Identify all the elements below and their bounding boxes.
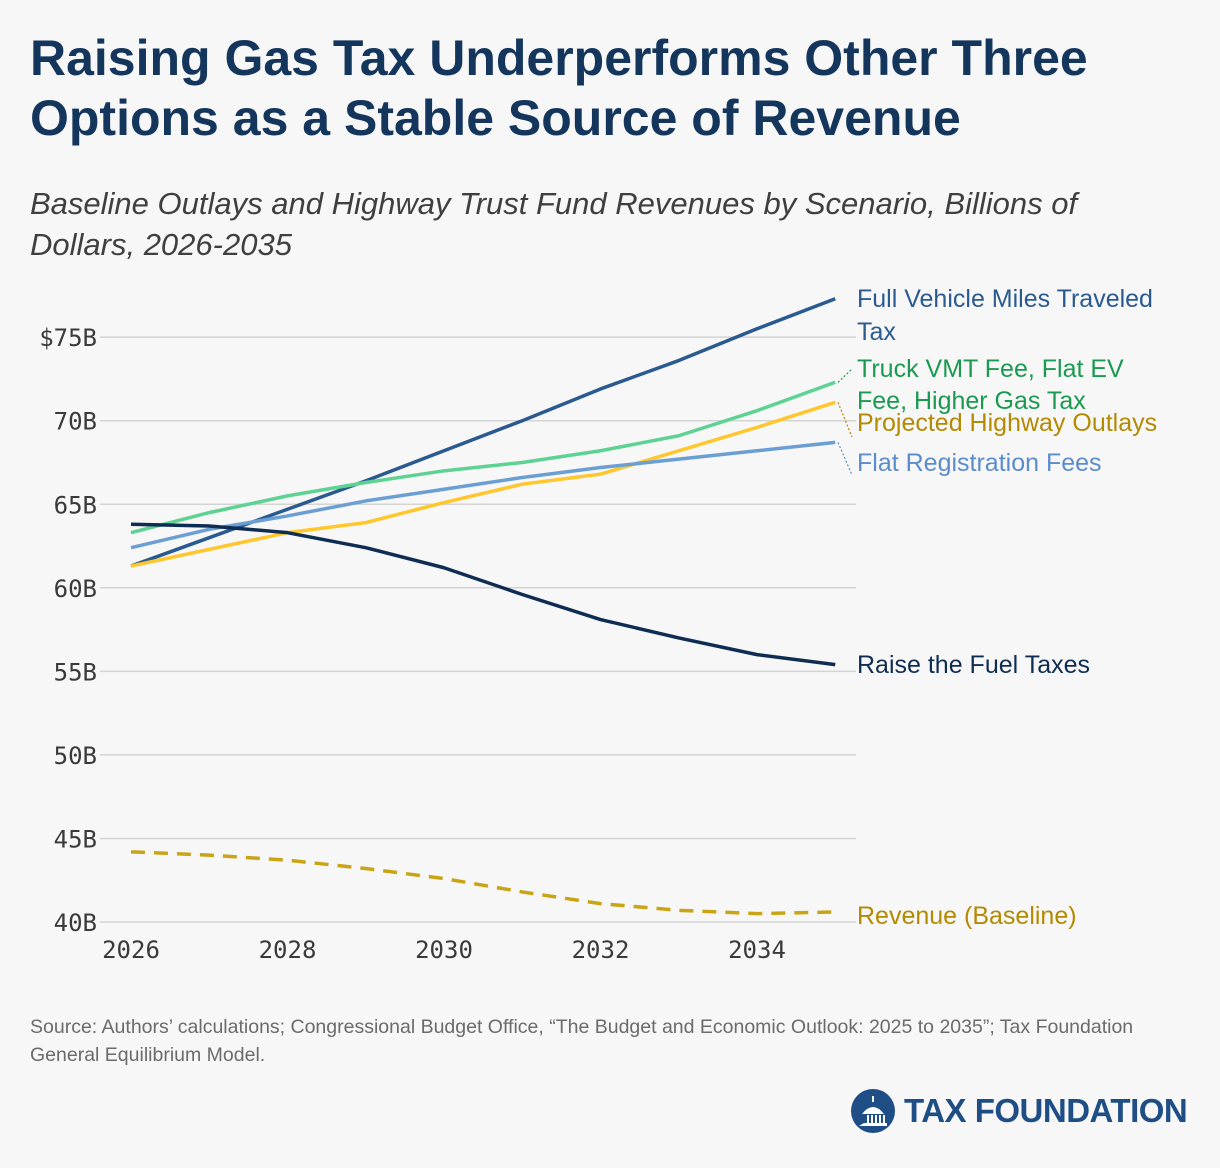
gridlines: [100, 336, 856, 923]
tax-foundation-logo[interactable]: TAX FOUNDATION: [850, 1088, 1188, 1134]
y-tick-label: $75B: [39, 324, 97, 352]
y-tick-label: 45B: [54, 825, 97, 853]
series-line-3: [130, 440, 836, 550]
chart-title: Raising Gas Tax Underperforms Other Thre…: [30, 30, 1088, 146]
x-axis-ticks: 2026 2028 2030 2032 2034: [102, 936, 786, 964]
label-leader-line: [837, 368, 853, 383]
series-label: Tax: [857, 318, 896, 346]
label-leader-line: [837, 442, 853, 476]
series-line-1: [130, 380, 836, 535]
series-label: Flat Registration Fees: [857, 449, 1102, 477]
source-note: Source: Authors’ calculations; Congressi…: [30, 1016, 1134, 1066]
series-lines: [130, 297, 836, 916]
y-tick-label: 60B: [54, 575, 97, 603]
logo-text: TAX FOUNDATION: [904, 1092, 1188, 1129]
series-line-4: [130, 522, 836, 667]
series-labels: Full Vehicle Miles Traveled Tax Truck VMT …: [837, 285, 1157, 930]
series-label: Projected Highway Outlays: [857, 409, 1157, 437]
x-tick-label: 2030: [415, 936, 473, 964]
y-tick-label: 55B: [54, 658, 97, 686]
y-tick-label: 40B: [54, 909, 97, 937]
series-label: Revenue (Baseline): [857, 902, 1077, 930]
series-line-2: [130, 400, 836, 568]
series-label: Truck VMT Fee, Flat EV: [857, 355, 1124, 383]
series-label: Fee, Higher Gas Tax: [857, 387, 1086, 415]
chart-subtitle: Baseline Outlays and Highway Trust Fund …: [30, 186, 1078, 262]
x-tick-label: 2034: [728, 936, 786, 964]
capitol-dome-icon: [851, 1089, 895, 1133]
x-tick-label: 2028: [259, 936, 317, 964]
y-tick-label: 70B: [54, 408, 97, 436]
series-label: Full Vehicle Miles Traveled: [857, 285, 1153, 313]
label-leader-line: [837, 402, 853, 438]
y-tick-label: 50B: [54, 742, 97, 770]
y-tick-label: 65B: [54, 491, 97, 519]
x-tick-label: 2026: [102, 936, 160, 964]
x-tick-label: 2032: [572, 936, 630, 964]
series-label: Raise the Fuel Taxes: [857, 651, 1090, 679]
series-line-5: [130, 850, 836, 916]
y-axis-ticks: 40B 45B 50B 55B 60B 65B 70B $75B: [39, 324, 97, 937]
